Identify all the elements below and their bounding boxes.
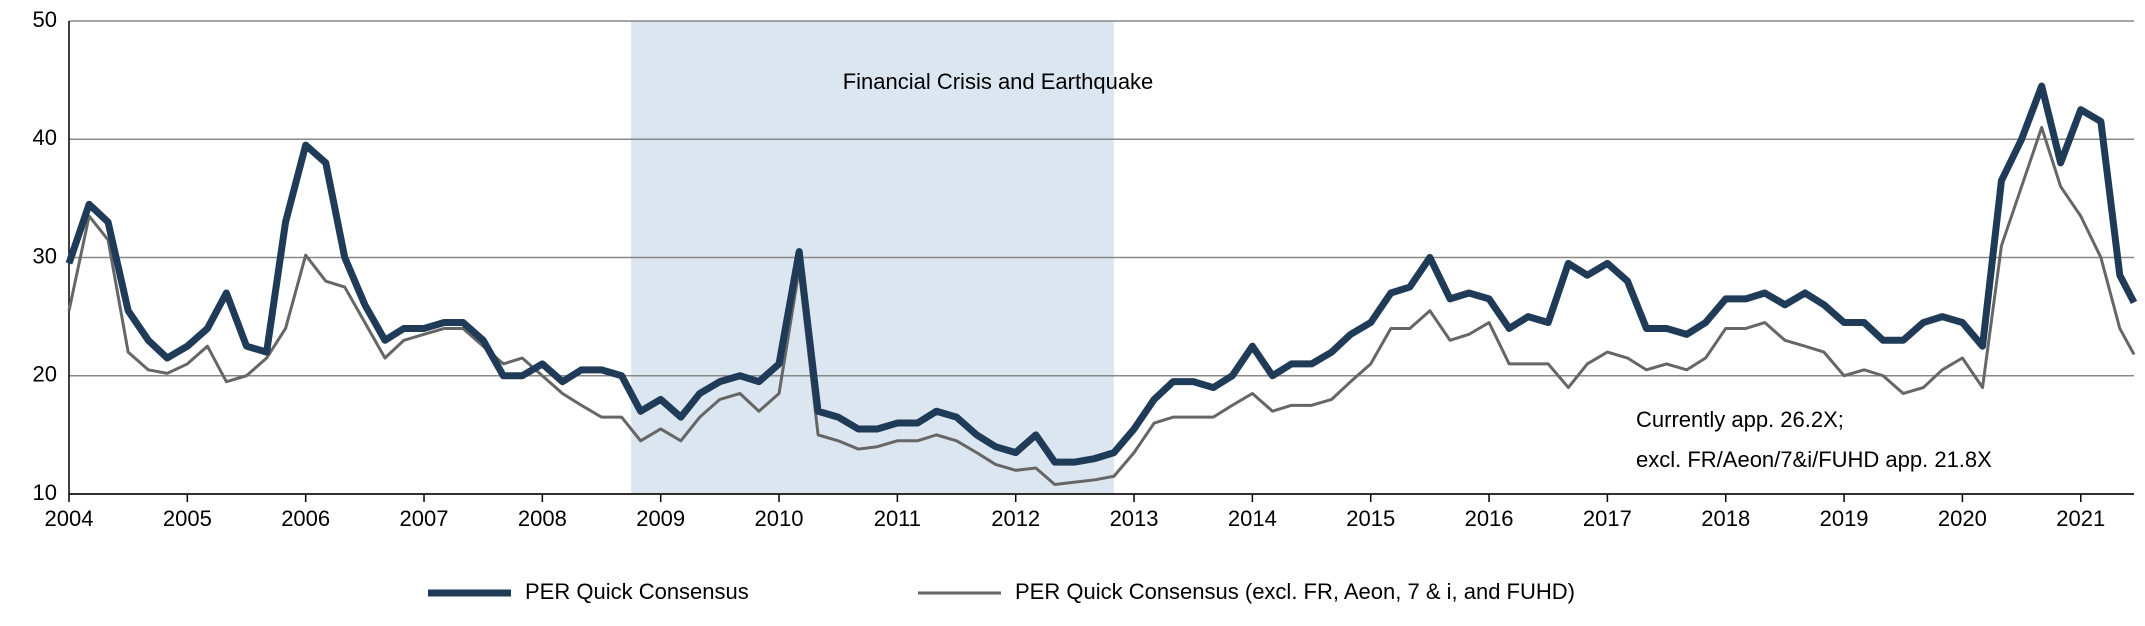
x-tick-label: 2015 [1346,506,1395,531]
annotation: Currently app. 26.2X; [1636,407,1844,432]
x-tick-label: 2004 [45,506,94,531]
y-tick-label: 20 [33,362,57,387]
x-tick-label: 2012 [991,506,1040,531]
y-tick-label: 10 [33,480,57,505]
x-tick-label: 2017 [1583,506,1632,531]
legend-label: PER Quick Consensus [525,579,749,604]
x-tick-label: 2009 [636,506,685,531]
x-tick-label: 2010 [755,506,804,531]
x-tick-label: 2007 [400,506,449,531]
x-tick-label: 2018 [1701,506,1750,531]
legend-label: PER Quick Consensus (excl. FR, Aeon, 7 &… [1015,579,1575,604]
y-tick-label: 30 [33,243,57,268]
x-tick-label: 2020 [1938,506,1987,531]
series-line [67,125,2136,487]
x-tick-label: 2013 [1110,506,1159,531]
x-tick-label: 2019 [1820,506,1869,531]
x-tick-label: 2005 [163,506,212,531]
series-line [65,82,2138,466]
x-tick-label: 2011 [874,506,921,531]
x-tick-label: 2021 [2056,506,2105,531]
y-tick-label: 40 [33,125,57,150]
background [69,20,2134,495]
x-tick-label: 2008 [518,506,567,531]
y-tick-label: 50 [33,7,57,32]
highlight-label: Financial Crisis and Earthquake [843,69,1154,94]
x-tick-label: 2016 [1465,506,1514,531]
x-tick-label: 2014 [1228,506,1277,531]
x-tick-label: 2006 [281,506,330,531]
annotation: excl. FR/Aeon/7&i/FUHD app. 21.8X [1636,447,1992,472]
